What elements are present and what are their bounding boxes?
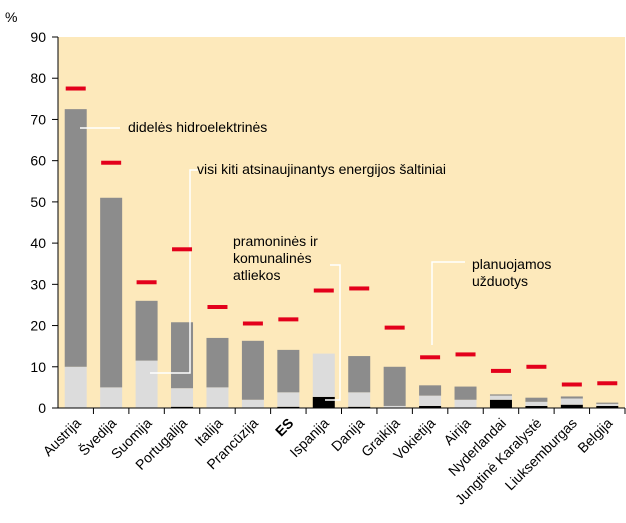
target-dash xyxy=(101,160,122,165)
target-dash xyxy=(455,352,476,357)
target-dash xyxy=(349,286,370,291)
bar-segment xyxy=(277,406,300,408)
bar-segment xyxy=(64,109,87,367)
bar-segment xyxy=(277,349,300,393)
x-tick-label: ES xyxy=(272,415,297,440)
series-annotation: planuojamos užduotys xyxy=(472,256,552,289)
bar-segment xyxy=(383,405,406,408)
bar-segment xyxy=(171,388,194,407)
bar-segment xyxy=(454,399,477,408)
bar-segment xyxy=(241,399,264,408)
bar-segment xyxy=(135,360,158,408)
leader-line xyxy=(431,261,465,345)
target-dash xyxy=(597,381,618,386)
bar-segment xyxy=(135,300,158,361)
y-tick-label: 70 xyxy=(30,111,46,127)
bar-segment xyxy=(348,356,371,393)
series-annotation: pramoninės ir komunalinės atliekos xyxy=(233,233,318,283)
bar-segment xyxy=(525,397,548,402)
target-dash xyxy=(561,382,582,387)
target-dash xyxy=(313,288,334,293)
bar-segment xyxy=(489,395,512,400)
series-annotation: didelės hidroelektrinės xyxy=(128,119,268,135)
target-dash xyxy=(278,317,299,322)
y-tick-label: 30 xyxy=(30,276,46,292)
target-dash xyxy=(420,355,441,360)
bar-segment xyxy=(348,392,371,407)
y-tick-label: 90 xyxy=(30,29,46,45)
y-tick-label: 80 xyxy=(30,70,46,86)
target-dash xyxy=(207,305,228,310)
series-annotation: visi kiti atsinaujinantys energijos šalt… xyxy=(197,161,447,177)
y-tick-label: 60 xyxy=(30,153,46,169)
bar-segment xyxy=(489,399,512,408)
y-tick-label: 50 xyxy=(30,194,46,210)
target-dash xyxy=(172,247,193,252)
target-dash xyxy=(490,368,511,373)
bar-segment xyxy=(241,340,264,400)
bar-segment xyxy=(525,405,548,408)
bar-segment xyxy=(383,366,406,406)
y-tick-label: 0 xyxy=(38,400,46,416)
x-tick-label: Belgija xyxy=(574,415,615,456)
bar-segment xyxy=(171,406,194,408)
bar-segment xyxy=(64,366,87,408)
bar-segment xyxy=(419,385,442,396)
bar-segment xyxy=(100,387,123,408)
bar-segment xyxy=(560,404,583,408)
target-dash xyxy=(242,321,263,326)
bar-segment xyxy=(171,322,194,389)
bar-segment xyxy=(419,395,442,406)
y-tick-label: 20 xyxy=(30,318,46,334)
bar-segment xyxy=(525,401,548,406)
bar-segment xyxy=(560,398,583,405)
bar-segment xyxy=(454,386,477,400)
bar-segment xyxy=(312,396,335,408)
bar-segment xyxy=(100,197,123,388)
bar-segment xyxy=(206,387,229,408)
bar-segment xyxy=(596,403,619,406)
bar-segment xyxy=(277,392,300,407)
target-dash xyxy=(136,280,157,285)
bar-segment xyxy=(489,394,512,396)
bar-segment xyxy=(596,405,619,408)
leaders xyxy=(80,127,465,401)
target-dash xyxy=(526,364,547,369)
y-axis-label: % xyxy=(5,9,17,25)
bar-segment xyxy=(560,396,583,399)
y-tick-label: 10 xyxy=(30,359,46,375)
target-dash xyxy=(65,86,86,91)
bar-segment xyxy=(206,337,229,388)
x-tick-label: Ispanija xyxy=(286,415,332,461)
bar-segment xyxy=(348,406,371,408)
y-tick-label: 40 xyxy=(30,235,46,251)
bar-segment xyxy=(419,405,442,408)
leader-line xyxy=(325,264,341,401)
target-dash xyxy=(384,325,405,330)
leader-line xyxy=(150,169,198,374)
bar-segment xyxy=(312,353,335,397)
bar-segment xyxy=(596,402,619,404)
x-tick-label: Austrija xyxy=(40,415,84,459)
